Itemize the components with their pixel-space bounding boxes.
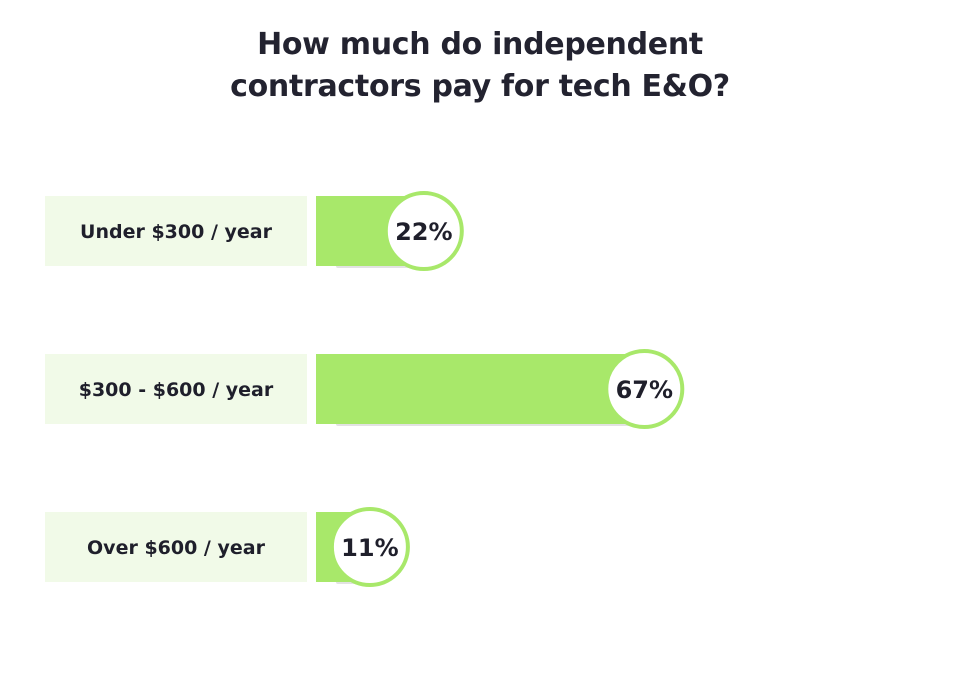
value-label: 22% bbox=[395, 218, 452, 246]
chart-title-line-2: contractors pay for tech E&O? bbox=[230, 69, 730, 104]
category-label-bg bbox=[45, 196, 307, 266]
category-label: $300 - $600 / year bbox=[79, 379, 274, 401]
value-bubble bbox=[604, 349, 685, 429]
category-label: Under $300 / year bbox=[80, 221, 273, 243]
chart-title-line-1: How much do independent bbox=[257, 27, 703, 62]
value-bubble bbox=[329, 507, 410, 587]
bar bbox=[316, 354, 645, 424]
category-label: Over $600 / year bbox=[87, 537, 266, 559]
category-label-bg bbox=[45, 512, 307, 582]
value-bubble bbox=[383, 191, 464, 271]
chart-title: How much do independent contractors pay … bbox=[0, 24, 960, 108]
category-label-bg bbox=[45, 354, 307, 424]
value-label: 67% bbox=[616, 376, 673, 404]
value-label: 11% bbox=[341, 534, 398, 562]
